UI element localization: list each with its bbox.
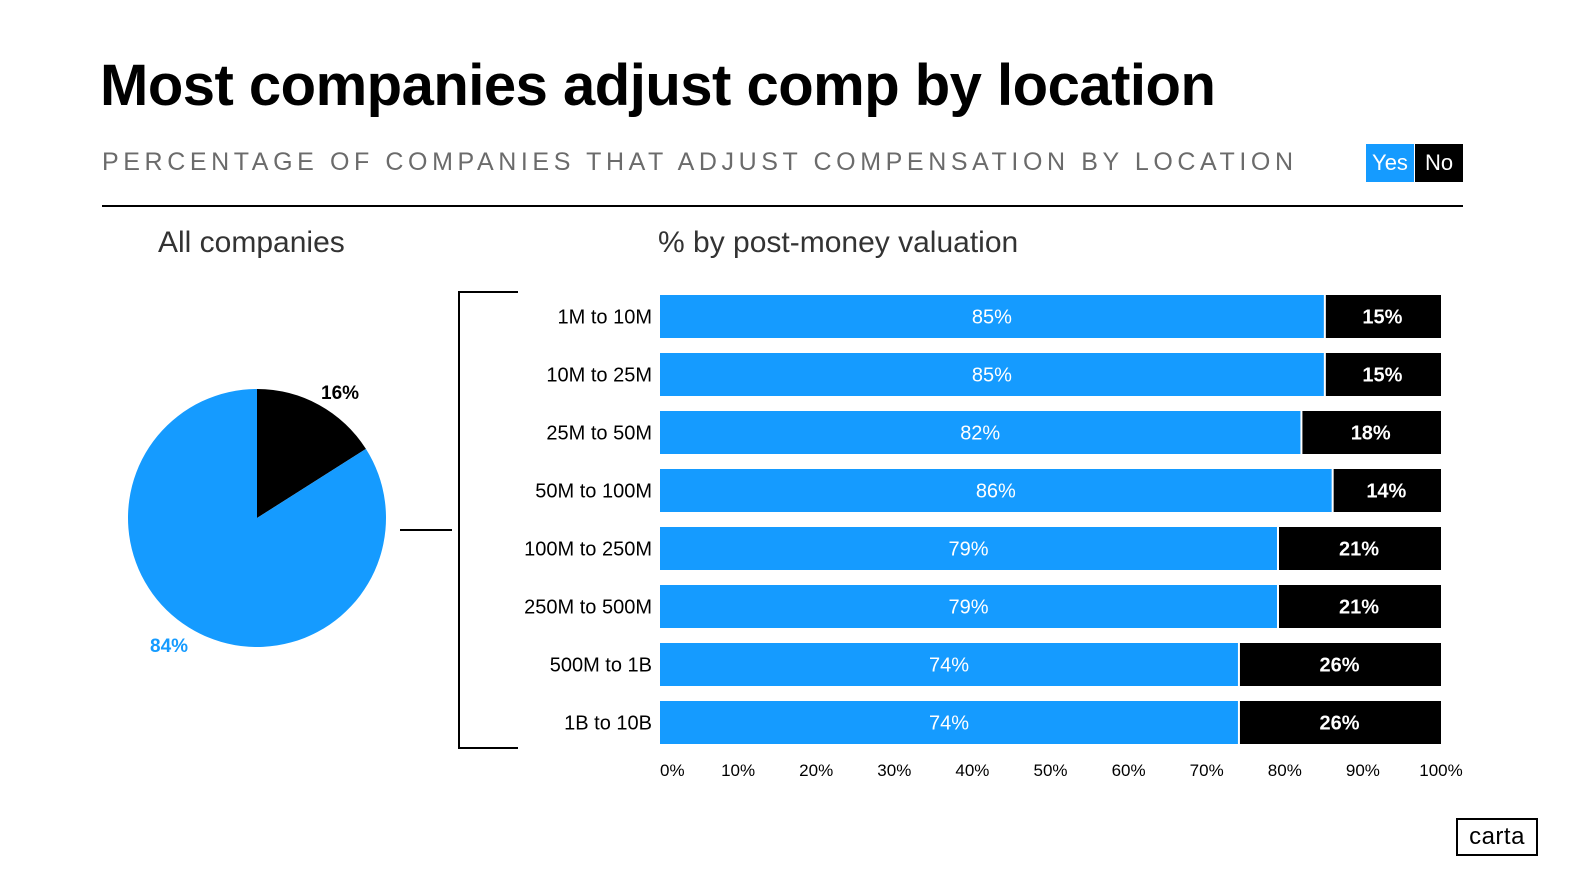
- bar-yes-value: 79%: [948, 597, 988, 619]
- bar-category-label: 1M to 10M: [558, 307, 652, 329]
- bar-yes-value: 85%: [972, 365, 1012, 387]
- bar-no-value: 26%: [1319, 655, 1359, 677]
- pie-slice-yes: [128, 389, 386, 647]
- bar-category-label: 500M to 1B: [550, 655, 652, 677]
- carta-logo: carta: [1456, 818, 1538, 856]
- bar-yes-segment: [660, 643, 1238, 686]
- bar-no-segment: [1278, 585, 1441, 628]
- x-tick-label: 90%: [1346, 761, 1380, 780]
- bar-no-segment: [1278, 527, 1441, 570]
- bar-no-segment: [1302, 411, 1441, 454]
- bar-category-label: 50M to 100M: [535, 481, 652, 503]
- bar-yes-segment: [660, 295, 1324, 338]
- bar-category-label: 10M to 25M: [546, 365, 652, 387]
- bar-no-segment: [1239, 701, 1441, 744]
- bar-yes-segment: [660, 411, 1301, 454]
- bar-no-value: 21%: [1339, 597, 1379, 619]
- legend-yes: Yes: [1366, 144, 1414, 182]
- x-tick-label: 50%: [1033, 761, 1067, 780]
- bar-yes-segment: [660, 527, 1277, 570]
- bar-no-segment: [1325, 353, 1441, 396]
- bar-yes-value: 82%: [960, 423, 1000, 445]
- x-tick-label: 40%: [955, 761, 989, 780]
- bar-no-value: 18%: [1351, 423, 1391, 445]
- x-tick-label: 0%: [660, 761, 685, 780]
- bar-yes-segment: [660, 701, 1238, 744]
- bar-yes-segment: [660, 585, 1277, 628]
- page-title: Most companies adjust comp by location: [100, 53, 1216, 118]
- bar-category-label: 250M to 500M: [524, 597, 652, 619]
- bar-yes-segment: [660, 469, 1332, 512]
- bracket: [458, 291, 518, 749]
- bar-no-value: 15%: [1362, 365, 1402, 387]
- bar-no-segment: [1239, 643, 1441, 686]
- bar-section-label: % by post-money valuation: [658, 226, 1019, 259]
- pie-chart: 16% 84%: [128, 383, 386, 657]
- x-tick-label: 60%: [1112, 761, 1146, 780]
- bar-yes-value: 79%: [948, 539, 988, 561]
- bar-yes-value: 86%: [976, 481, 1016, 503]
- x-tick-label: 80%: [1268, 761, 1302, 780]
- bar-yes-segment: [660, 353, 1324, 396]
- x-tick-label: 10%: [721, 761, 755, 780]
- pie-label-no: 16%: [321, 383, 359, 404]
- x-tick-label: 100%: [1419, 761, 1462, 780]
- bar-yes-value: 74%: [929, 713, 969, 735]
- bar-category-label: 1B to 10B: [564, 713, 652, 735]
- pie-slice-no: [257, 389, 366, 518]
- bar-no-segment: [1325, 295, 1441, 338]
- header-divider: [102, 205, 1463, 207]
- bar-yes-value: 74%: [929, 655, 969, 677]
- bar-category-label: 25M to 50M: [546, 423, 652, 445]
- chart-subtitle: PERCENTAGE OF COMPANIES THAT ADJUST COMP…: [102, 148, 1298, 176]
- bar-no-value: 21%: [1339, 539, 1379, 561]
- bar-no-value: 14%: [1366, 481, 1406, 503]
- bar-no-value: 26%: [1319, 713, 1359, 735]
- x-tick-label: 20%: [799, 761, 833, 780]
- connector-line: [400, 529, 452, 531]
- legend-no: No: [1415, 144, 1463, 182]
- bar-no-segment: [1333, 469, 1441, 512]
- pie-section-label: All companies: [158, 226, 345, 259]
- pie-label-yes: 84%: [150, 636, 188, 657]
- x-tick-label: 70%: [1190, 761, 1224, 780]
- bar-category-label: 100M to 250M: [524, 539, 652, 561]
- x-tick-label: 30%: [877, 761, 911, 780]
- bar-yes-value: 85%: [972, 307, 1012, 329]
- bar-no-value: 15%: [1362, 307, 1402, 329]
